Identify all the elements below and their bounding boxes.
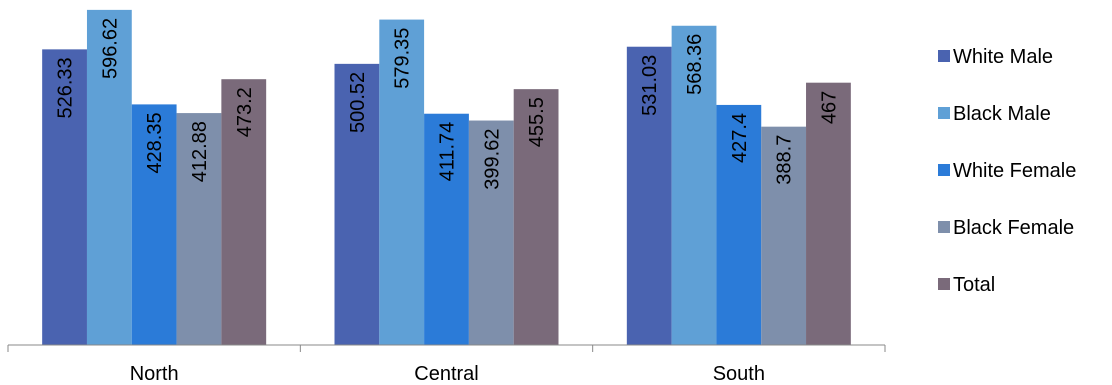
bar-south-white-male: [626, 46, 672, 345]
data-label-central-total: 455.5: [526, 97, 548, 147]
data-label-north-black-male: 596.62: [99, 18, 121, 79]
legend-swatch-white-male: [938, 50, 950, 62]
bar-central-black-female: [468, 120, 514, 345]
data-label-central-black-male: 579.35: [392, 28, 414, 89]
x-axis: North Central South: [7, 344, 886, 385]
data-label-north-black-female: 412.88: [189, 121, 211, 182]
x-tick-label-south: South: [713, 363, 765, 385]
data-label-central-white-male: 500.52: [347, 72, 369, 133]
legend: White Male Black Male White Female Black Fe…: [938, 46, 1076, 296]
x-tick-label-central: Central: [414, 363, 478, 385]
data-label-south-black-male: 568.36: [684, 34, 706, 95]
bar-north-black-female: [176, 113, 222, 346]
data-label-north-white-male: 526.33: [55, 57, 77, 118]
legend-label-black-male: Black Male: [953, 103, 1051, 125]
bar-north-white-female: [131, 104, 177, 345]
legend-label-total: Total: [953, 274, 995, 296]
data-label-central-white-female: 411.74: [437, 122, 459, 182]
legend-label-black-female: Black Female: [953, 217, 1074, 239]
bar-south-black-female: [761, 126, 807, 346]
bar-south-white-female: [716, 104, 762, 346]
data-label-north-white-female: 428.35: [144, 112, 166, 173]
legend-swatch-white-female: [938, 164, 950, 176]
legend-label-white-male: White Male: [953, 46, 1053, 68]
bar-south-total: [806, 82, 851, 345]
legend-swatch-black-male: [938, 107, 950, 119]
bar-north-black-male: [86, 9, 132, 346]
bar-south-black-male: [671, 25, 717, 345]
x-tick-label-north: North: [130, 363, 179, 385]
data-label-central-black-female: 399.62: [481, 129, 503, 190]
legend-label-white-female: White Female: [953, 160, 1076, 182]
bars-layer: 526.33 596.62 428.35 412.88 473.2 500.52 579.3…: [42, 9, 851, 346]
bar-north-white-male: [42, 49, 87, 345]
data-label-north-total: 473.2: [234, 87, 256, 137]
data-label-south-black-female: 388.7: [774, 135, 796, 185]
bar-central-black-male: [379, 19, 425, 346]
bar-central-white-female: [424, 113, 469, 345]
data-label-south-white-female: 427.4: [729, 113, 751, 163]
bar-central-white-male: [334, 63, 380, 346]
legend-swatch-total: [938, 278, 950, 290]
data-label-south-white-male: 531.03: [639, 55, 661, 116]
data-label-south-total: 467: [818, 91, 840, 124]
bar-central-total: [513, 89, 559, 345]
bar-north-total: [221, 79, 267, 346]
legend-swatch-black-female: [938, 221, 950, 233]
